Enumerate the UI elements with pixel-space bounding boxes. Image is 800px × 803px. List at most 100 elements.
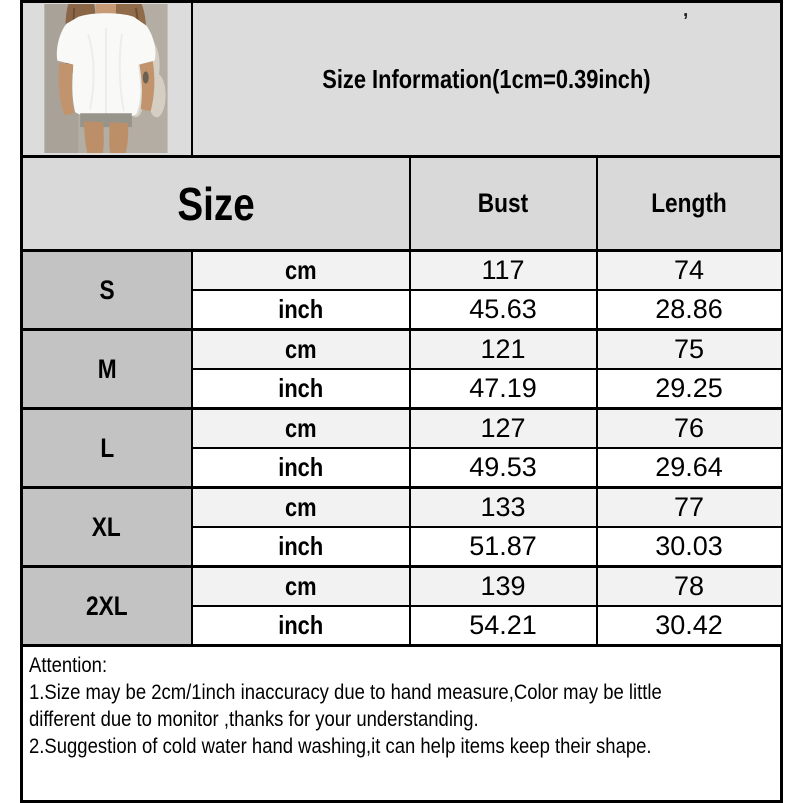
size-label: M bbox=[97, 353, 117, 384]
bust-value: 117 bbox=[481, 255, 525, 285]
size-label: 2XL bbox=[85, 590, 128, 621]
attention-row: Attention: 1.Size may be 2cm/1inch inacc… bbox=[20, 644, 783, 803]
product-photo-cell bbox=[20, 0, 193, 158]
size-info-title-cell: Size Information(1cm=0.39inch) bbox=[190, 0, 783, 158]
length-value-cell: 78 bbox=[595, 565, 783, 607]
length-value-cell: 28.86 bbox=[595, 289, 783, 331]
length-value-cell: 76 bbox=[595, 407, 783, 449]
table-row: inch 45.63 28.86 bbox=[22, 289, 783, 331]
length-value: 30.03 bbox=[655, 531, 723, 561]
attention-line: 2.Suggestion of cold water hand washing,… bbox=[29, 735, 652, 758]
unit-label: inch bbox=[278, 452, 323, 482]
size-header-label: Size bbox=[177, 177, 255, 230]
bust-value: 49.53 bbox=[469, 452, 537, 482]
unit-label: cm bbox=[284, 255, 317, 285]
column-header-length: Length bbox=[595, 155, 783, 252]
bust-value: 54.21 bbox=[469, 610, 537, 640]
length-value-cell: 77 bbox=[595, 486, 783, 528]
table-row: 2XL cm 139 78 bbox=[20, 565, 783, 647]
leg-left bbox=[84, 121, 104, 153]
bust-value: 51.87 bbox=[469, 531, 537, 561]
unit-label: cm bbox=[284, 492, 317, 522]
column-header-size: Size bbox=[20, 155, 411, 252]
bust-value: 47.19 bbox=[469, 373, 537, 403]
unit-label: cm bbox=[284, 334, 317, 364]
product-photo bbox=[44, 4, 168, 153]
unit-label: inch bbox=[278, 531, 323, 561]
unit-label: cm bbox=[284, 571, 317, 601]
arm-right bbox=[138, 60, 155, 112]
bust-value-cell: 54.21 bbox=[408, 605, 598, 647]
unit-cell: cm bbox=[190, 328, 411, 370]
attention-note: Attention: 1.Size may be 2cm/1inch inacc… bbox=[20, 644, 783, 803]
table-row: inch 51.87 30.03 bbox=[22, 526, 783, 568]
table-row: inch 47.19 29.25 bbox=[22, 368, 783, 410]
length-value: 30.42 bbox=[655, 610, 723, 640]
size-label-cell: XL bbox=[20, 486, 193, 568]
size-label-cell: S bbox=[20, 249, 193, 331]
attention-line: 1.Size may be 2cm/1inch inaccuracy due t… bbox=[29, 681, 662, 704]
length-value-cell: 29.25 bbox=[595, 368, 783, 410]
attention-heading: Attention: bbox=[29, 654, 108, 677]
table-row: L cm 127 76 bbox=[20, 407, 783, 489]
size-label: L bbox=[99, 432, 114, 463]
page-title: Size Information(1cm=0.39inch) bbox=[322, 63, 651, 94]
size-chart-table: Size Information(1cm=0.39inch) Size Bust… bbox=[20, 0, 783, 803]
bust-value-cell: 121 bbox=[408, 328, 598, 370]
length-value: 76 bbox=[673, 413, 705, 443]
attention-line: different due to monitor ,thanks for you… bbox=[29, 708, 479, 731]
bust-value-cell: 139 bbox=[408, 565, 598, 607]
unit-cell: inch bbox=[190, 526, 411, 568]
length-value: 28.86 bbox=[655, 294, 723, 324]
bust-value-cell: 51.87 bbox=[408, 526, 598, 568]
bust-value: 139 bbox=[480, 571, 526, 601]
bust-value-cell: 133 bbox=[408, 486, 598, 528]
length-header-label: Length bbox=[650, 188, 727, 218]
length-value: 78 bbox=[673, 571, 705, 601]
table-row: M cm 121 75 bbox=[20, 328, 783, 410]
unit-label: inch bbox=[278, 373, 323, 403]
unit-cell: cm bbox=[190, 486, 411, 528]
bust-value-cell: 47.19 bbox=[408, 368, 598, 410]
bust-value-cell: 127 bbox=[408, 407, 598, 449]
unit-cell: inch bbox=[190, 605, 411, 647]
size-label-cell: 2XL bbox=[20, 565, 193, 647]
bust-value-cell: 49.53 bbox=[408, 447, 598, 489]
tattoo-mark bbox=[142, 71, 149, 84]
table-row: inch 49.53 29.64 bbox=[22, 447, 783, 489]
table-row: inch 54.21 30.42 bbox=[22, 605, 783, 647]
length-value-cell: 29.64 bbox=[595, 447, 783, 489]
unit-cell: cm bbox=[190, 407, 411, 449]
bust-value-cell: 45.63 bbox=[408, 289, 598, 331]
unit-cell: inch bbox=[190, 447, 411, 489]
bust-value-cell: 117 bbox=[408, 249, 598, 291]
unit-cell: inch bbox=[190, 368, 411, 410]
table-header-row: Size Bust Length bbox=[20, 155, 783, 252]
column-header-bust: Bust bbox=[408, 155, 598, 252]
unit-label: inch bbox=[278, 294, 323, 324]
length-value: 74 bbox=[673, 255, 705, 285]
title-row: Size Information(1cm=0.39inch) bbox=[20, 0, 783, 158]
size-label: XL bbox=[92, 511, 122, 542]
bust-header-label: Bust bbox=[477, 188, 529, 218]
bust-value: 133 bbox=[480, 492, 526, 522]
length-value-cell: 30.42 bbox=[595, 605, 783, 647]
table-row: XL cm 133 77 bbox=[20, 486, 783, 568]
length-value: 29.25 bbox=[655, 373, 723, 403]
size-label-cell: L bbox=[20, 407, 193, 489]
table-row: S cm 117 74 bbox=[20, 249, 783, 331]
unit-label: inch bbox=[278, 610, 323, 640]
size-chart-sheet: Size Information(1cm=0.39inch) Size Bust… bbox=[20, 0, 783, 803]
size-label-cell: M bbox=[20, 328, 193, 410]
length-value-cell: 75 bbox=[595, 328, 783, 370]
stray-comma-mark: , bbox=[683, 0, 689, 21]
unit-cell: cm bbox=[190, 249, 411, 291]
unit-cell: inch bbox=[190, 289, 411, 331]
length-value: 75 bbox=[673, 334, 705, 364]
bust-value: 127 bbox=[480, 413, 526, 443]
length-value-cell: 30.03 bbox=[595, 526, 783, 568]
length-value-cell: 74 bbox=[595, 249, 783, 291]
length-value: 29.64 bbox=[655, 452, 723, 482]
unit-cell: cm bbox=[190, 565, 411, 607]
size-label: S bbox=[99, 274, 115, 305]
